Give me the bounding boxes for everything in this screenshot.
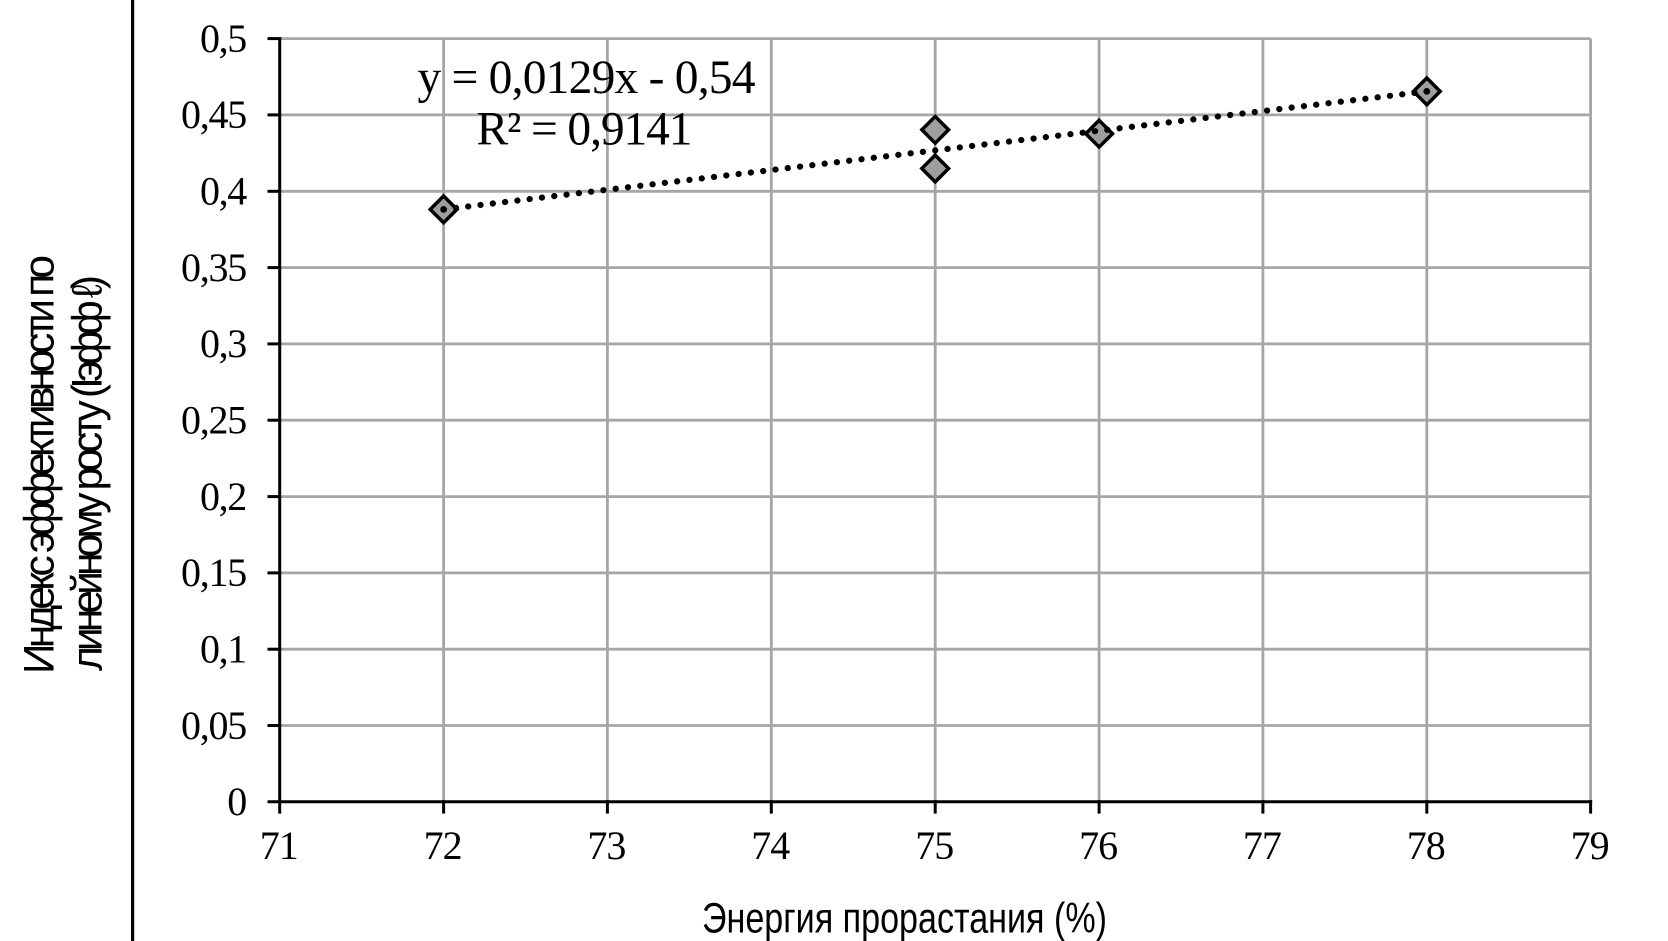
svg-text:0,3: 0,3 [200, 321, 247, 366]
svg-text:73: 73 [587, 823, 626, 868]
svg-text:0,5: 0,5 [200, 16, 247, 61]
svg-text:Индекс эффективности по: Индекс эффективности по [16, 255, 63, 674]
svg-text:0: 0 [227, 779, 247, 824]
svg-text:76: 76 [1079, 823, 1118, 868]
svg-text:линейному росту (Iэфф ℓ): линейному росту (Iэфф ℓ) [64, 275, 111, 671]
svg-text:78: 78 [1407, 823, 1446, 868]
svg-text:0,2: 0,2 [200, 474, 247, 519]
svg-text:75: 75 [915, 823, 954, 868]
svg-text:0,45: 0,45 [181, 92, 247, 137]
svg-text:0,35: 0,35 [181, 245, 247, 290]
svg-text:0,4: 0,4 [200, 169, 247, 214]
svg-text:y = 0,0129x - 0,54: y = 0,0129x - 0,54 [418, 52, 756, 104]
svg-text:0,15: 0,15 [181, 550, 247, 595]
svg-text:77: 77 [1243, 823, 1282, 868]
svg-text:71: 71 [260, 823, 299, 868]
svg-text:0,1: 0,1 [200, 627, 247, 672]
svg-text:R² = 0,9141: R² = 0,9141 [477, 103, 693, 155]
svg-text:72: 72 [424, 823, 463, 868]
svg-text:Энергия прорастания (%): Энергия прорастания (%) [702, 895, 1107, 941]
svg-text:0,25: 0,25 [181, 398, 247, 443]
svg-text:79: 79 [1571, 823, 1610, 868]
svg-text:0,05: 0,05 [181, 703, 247, 748]
svg-text:74: 74 [751, 823, 790, 868]
